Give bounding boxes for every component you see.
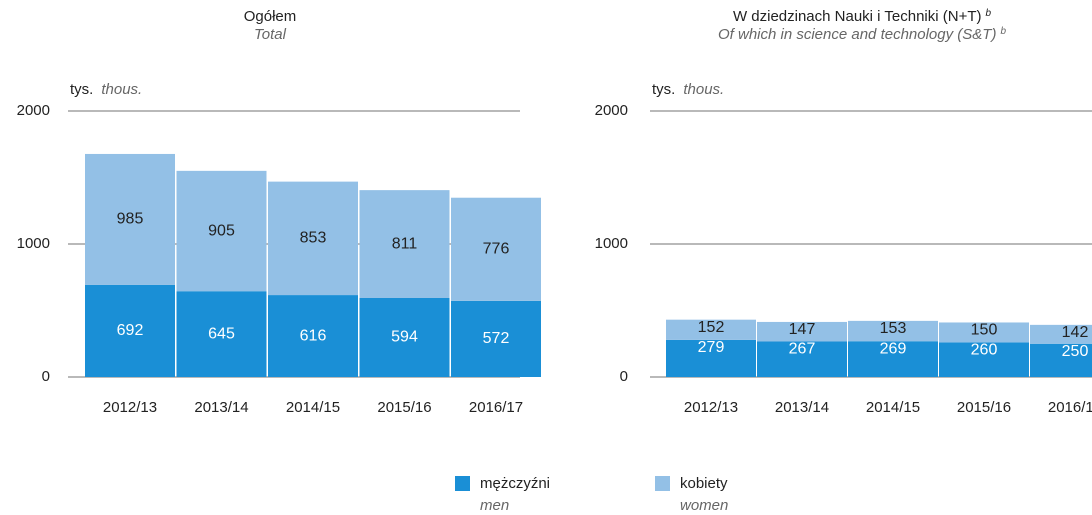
value-label: 269 bbox=[880, 340, 907, 357]
unit-label: tys. thous. bbox=[652, 81, 724, 98]
bar-segment bbox=[451, 300, 541, 377]
subtitle-footnote: b bbox=[1000, 26, 1006, 37]
bar-segment bbox=[666, 339, 756, 377]
bar-segment bbox=[359, 297, 450, 377]
bar-segment bbox=[359, 190, 450, 298]
bar-segment bbox=[848, 341, 938, 377]
unit-pl: tys. bbox=[652, 81, 675, 98]
title-text: Ogółem bbox=[244, 8, 297, 25]
bar-segment bbox=[1030, 343, 1092, 377]
legend-label: mężczyźni bbox=[480, 475, 550, 492]
legend-swatch bbox=[655, 476, 670, 491]
value-label: 985 bbox=[117, 211, 144, 228]
chart-title: Ogółem bbox=[244, 8, 297, 25]
value-label: 905 bbox=[208, 222, 235, 239]
y-tick-label: 0 bbox=[42, 368, 50, 385]
value-label: 645 bbox=[208, 325, 235, 342]
bar-segment bbox=[757, 341, 847, 377]
subtitle-text: Total bbox=[254, 26, 287, 43]
value-label: 250 bbox=[1062, 343, 1089, 360]
bar-segment bbox=[1030, 324, 1092, 344]
subtitle-text: Of which in science and technology (S&T) bbox=[718, 26, 996, 43]
bar-segment bbox=[451, 197, 541, 301]
legend-label-en: men bbox=[480, 497, 509, 514]
bar-segment bbox=[268, 181, 358, 296]
bar-segment bbox=[176, 291, 267, 377]
x-tick-label: 2012/13 bbox=[103, 399, 157, 416]
bar-segment bbox=[848, 320, 938, 342]
chart-subtitle: Of which in science and technology (S&T)… bbox=[718, 26, 1006, 43]
value-label: 616 bbox=[300, 327, 327, 344]
value-label: 142 bbox=[1062, 324, 1089, 341]
bar-segment bbox=[666, 319, 756, 340]
x-tick-label: 2012/13 bbox=[684, 399, 738, 416]
x-tick-label: 2016/17 bbox=[1048, 399, 1092, 416]
value-label: 853 bbox=[300, 230, 327, 247]
value-label: 279 bbox=[698, 339, 725, 356]
bar-segment bbox=[939, 322, 1029, 343]
bar-segment bbox=[85, 153, 175, 285]
x-tick-label: 2013/14 bbox=[194, 399, 248, 416]
value-label: 260 bbox=[971, 342, 998, 359]
x-tick-label: 2015/16 bbox=[957, 399, 1011, 416]
x-tick-label: 2015/16 bbox=[377, 399, 431, 416]
y-tick-label: 0 bbox=[620, 368, 628, 385]
value-label: 147 bbox=[789, 321, 816, 338]
y-tick-label: 2000 bbox=[17, 102, 50, 119]
legend-label-en: women bbox=[680, 497, 728, 514]
chart-title: W dziedzinach Nauki i Techniki (N+T) b bbox=[733, 8, 992, 25]
title-footnote: b bbox=[986, 8, 992, 19]
legend-label: kobiety bbox=[680, 475, 728, 492]
chart-subtitle: Total bbox=[254, 26, 287, 43]
y-tick-label: 1000 bbox=[17, 235, 50, 252]
value-label: 811 bbox=[392, 235, 418, 252]
unit-pl: tys. bbox=[70, 81, 93, 98]
bar-segment bbox=[268, 295, 358, 377]
value-label: 594 bbox=[391, 329, 418, 346]
y-tick-label: 1000 bbox=[595, 235, 628, 252]
x-tick-label: 2014/15 bbox=[866, 399, 920, 416]
bar-segment bbox=[176, 170, 267, 292]
unit-en: thous. bbox=[683, 81, 724, 98]
title-text: W dziedzinach Nauki i Techniki (N+T) bbox=[733, 8, 982, 25]
value-label: 776 bbox=[483, 241, 510, 258]
unit-en: thous. bbox=[101, 81, 142, 98]
bar-segment bbox=[939, 342, 1029, 377]
value-label: 572 bbox=[483, 330, 510, 347]
bar-segment bbox=[757, 321, 847, 342]
value-label: 152 bbox=[698, 319, 725, 336]
value-label: 150 bbox=[971, 322, 998, 339]
x-tick-label: 2014/15 bbox=[286, 399, 340, 416]
x-tick-label: 2016/17 bbox=[469, 399, 523, 416]
value-label: 267 bbox=[789, 341, 816, 358]
value-label: 692 bbox=[117, 322, 144, 339]
y-tick-label: 2000 bbox=[595, 102, 628, 119]
unit-label: tys. thous. bbox=[70, 81, 142, 98]
x-tick-label: 2013/14 bbox=[775, 399, 829, 416]
legend-swatch bbox=[455, 476, 470, 491]
value-label: 153 bbox=[880, 320, 907, 337]
bar-segment bbox=[85, 284, 175, 377]
